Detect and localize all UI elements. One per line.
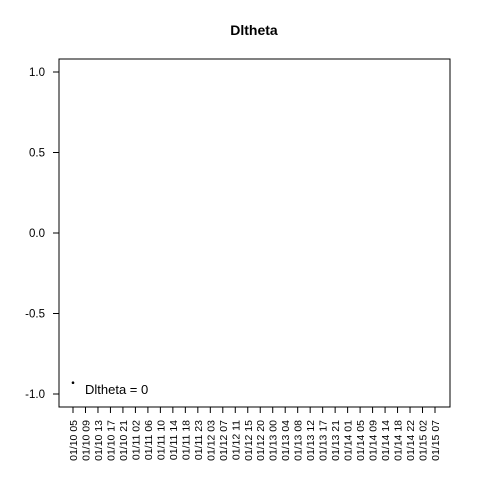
x-tick-label: 01/10 09 [80, 420, 92, 461]
x-tick-label: 01/14 09 [368, 420, 380, 461]
x-tick-label: 01/10 17 [105, 420, 117, 461]
x-tick-label: 01/13 04 [280, 420, 292, 461]
x-tick-label: 01/12 03 [205, 420, 217, 461]
y-axis: 1.0 0.5 0.0 -0.5 -1.0 [25, 67, 59, 401]
x-tick-label: 01/11 23 [193, 420, 205, 460]
x-tick-label: 01/14 05 [355, 420, 367, 461]
data-point [71, 381, 75, 385]
x-tick-label: 01/10 21 [118, 420, 130, 461]
x-tick-label: 01/11 10 [155, 420, 167, 460]
data-points [71, 381, 75, 385]
x-tick-label: 01/13 08 [293, 420, 305, 461]
y-tick-label: 1.0 [29, 67, 45, 79]
x-tick-label: 01/12 07 [218, 420, 230, 461]
x-tick-label: 01/11 02 [130, 420, 142, 460]
y-tick-label: 0.0 [29, 228, 45, 240]
y-tick-label: -0.5 [25, 309, 45, 321]
x-tick-label: 01/15 07 [430, 420, 442, 461]
x-tick-label: 01/14 01 [343, 420, 355, 461]
x-tick-label: 01/12 20 [255, 420, 267, 461]
x-tick-label: 01/10 13 [93, 420, 105, 461]
x-tick-label: 01/13 17 [318, 420, 330, 461]
y-tick-label: 0.5 [29, 148, 45, 160]
x-tick-label: 01/15 02 [418, 420, 430, 461]
x-tick-label: 01/13 12 [305, 420, 317, 461]
x-tick-label: 01/14 18 [393, 420, 405, 461]
x-tick-label: 01/13 21 [330, 420, 342, 461]
annotation-label: Dltheta = 0 [85, 382, 148, 397]
plot-frame [58, 58, 451, 408]
x-tick-label: 01/11 18 [180, 420, 192, 460]
chart-title: Dltheta [230, 22, 278, 38]
x-tick-label: 01/14 22 [405, 420, 417, 461]
x-tick-label: 01/11 06 [143, 420, 155, 460]
y-tick-label: -1.0 [25, 389, 45, 401]
x-tick-label: 01/11 14 [168, 420, 180, 460]
x-axis: 01/10 05 01/10 09 01/10 13 01/10 17 01/10 21… [68, 407, 442, 461]
x-tick-label: 01/10 05 [68, 420, 80, 461]
x-tick-label: 01/12 15 [243, 420, 255, 461]
x-tick-label: 01/12 11 [230, 420, 242, 460]
x-tick-label: 01/14 14 [380, 420, 392, 461]
x-tick-label: 01/13 00 [268, 420, 280, 461]
